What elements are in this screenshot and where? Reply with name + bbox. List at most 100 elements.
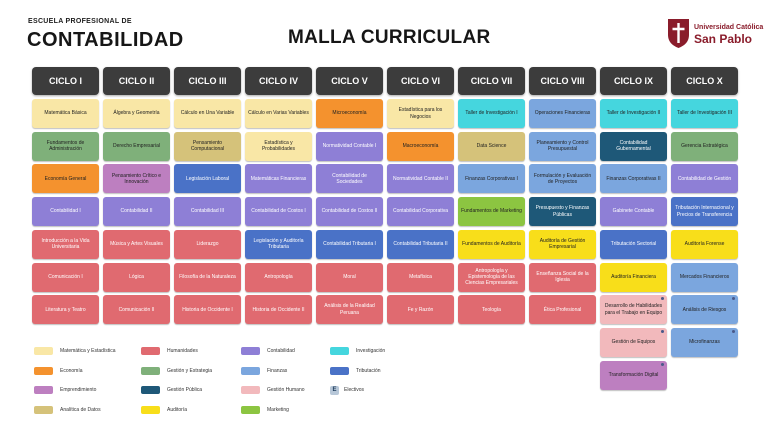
legend-swatch	[34, 347, 53, 355]
course-cell: Normatividad Contable II	[387, 164, 454, 194]
ciclo-header: CICLO I	[32, 67, 99, 95]
course-cell: Legislación Laboral	[174, 164, 241, 194]
page-title: MALLA CURRICULAR	[288, 27, 491, 48]
course-cell: Contabilidad Tributaria II	[387, 229, 454, 259]
course-cell: Auditoría de Gestión Empresarial	[529, 229, 596, 259]
legend-swatch	[330, 366, 349, 375]
course-cell: Antropología y Epistemología de las Cien…	[458, 262, 525, 292]
course-cell: Historia de Occidente I	[174, 295, 241, 325]
course-cell: Auditoría Forense	[671, 229, 738, 259]
elective-marker-icon	[661, 362, 664, 366]
course-cell: Literatura y Teatro	[32, 295, 99, 325]
course-cell: Pensamiento Crítico e Innovación	[103, 164, 170, 194]
legend-label: Gestión Humano	[267, 387, 305, 393]
course-cell: Derecho Empresarial	[103, 131, 170, 161]
course-cell: Fundamentos de Marketing	[458, 197, 525, 227]
course-cell: Enseñanza Social de la Iglesia	[529, 262, 596, 292]
course-cell: Taller de Investigación III	[671, 99, 738, 128]
course-cell: Planeamiento y Control Presupuestal	[529, 131, 596, 161]
course-cell: Contabilidad I	[32, 197, 99, 227]
legend-label: Tributación	[356, 367, 381, 374]
course-cell: Finanzas Corporativas I	[458, 164, 525, 194]
legend-swatch	[241, 386, 260, 394]
legend-item: Gestión Pública	[141, 385, 202, 395]
legend-item: Economía	[34, 366, 83, 376]
course-cell: Gabinete Contable	[600, 197, 667, 227]
course-cell: Presupuesto y Finanzas Públicas	[529, 197, 596, 227]
ciclo-header: CICLO IV	[245, 67, 312, 95]
ciclo-header: CICLO IX	[600, 67, 667, 95]
course-cell: Normatividad Contable I	[316, 131, 383, 161]
legend-label: Gestión y Estrategia	[167, 367, 213, 374]
course-cell: Comunicación II	[103, 295, 170, 325]
legend-label: Contabilidad	[267, 348, 295, 354]
legend-swatch	[141, 366, 160, 375]
course-cell: Comunicación I	[32, 262, 99, 292]
course-cell: Estadística y Probabilidades	[245, 131, 312, 161]
legend-label: Gestión Pública	[167, 387, 203, 393]
course-cell: Taller de Investigación I	[458, 99, 525, 128]
course-cell: Data Science	[458, 131, 525, 161]
elective-marker-icon	[732, 329, 735, 333]
legend-label: Emprendimiento	[60, 387, 97, 393]
legend-swatch	[34, 366, 53, 375]
logo-line-2: San Pablo	[694, 32, 753, 46]
legend-swatch	[241, 405, 260, 414]
legend-item: E Electivos	[330, 385, 364, 395]
course-cell: Contabilidad de Costos I	[245, 197, 312, 227]
legend-swatch	[141, 386, 160, 394]
legend-item: Marketing	[241, 405, 289, 415]
legend-label: Analítica de Datos	[60, 406, 101, 413]
legend-item: Contabilidad	[241, 346, 295, 356]
course-cell: Cálculo en Una Variable	[174, 99, 241, 128]
course-cell: Liderazgo	[174, 229, 241, 259]
course-cell: Fundamentos de Administración	[32, 131, 99, 161]
course-cell: Microeconomía	[316, 99, 383, 128]
course-cell: Contabilidad Corporativa	[387, 197, 454, 227]
legend-label: Electivos	[344, 387, 365, 393]
course-cell: Contabilidad de Costos II	[316, 197, 383, 227]
course-cell: Contabilidad Tributaria I	[316, 229, 383, 259]
course-cell: Finanzas Corporativas II	[600, 164, 667, 194]
legend-label: Economía	[60, 367, 83, 374]
course-cell: Contabilidad de Sociedades	[316, 164, 383, 194]
course-cell: Moral	[316, 262, 383, 292]
course-cell: Tributación Sectorial	[600, 229, 667, 259]
ciclo-header: CICLO VII	[458, 67, 525, 95]
course-cell: Matemáticas Financieras	[245, 164, 312, 194]
legend-label: Matemática y Estadística	[60, 348, 116, 354]
course-cell: Microfinanzas	[671, 327, 738, 357]
elective-marker-icon	[732, 297, 735, 301]
course-cell: Antropología	[245, 262, 312, 292]
course-cell: Mercados Financieros	[671, 262, 738, 292]
legend-label: Investigación	[356, 348, 386, 354]
course-cell: Contabilidad de Gestión	[671, 164, 738, 194]
elective-marker-icon	[661, 329, 664, 333]
course-cell: Legislación y Auditoría Tributaria	[245, 229, 312, 259]
course-cell: Macroeconomía	[387, 131, 454, 161]
legend-item: Auditoría	[141, 405, 187, 415]
course-cell: Auditoría Financiera	[600, 262, 667, 292]
school-name: CONTABILIDAD	[27, 29, 184, 51]
course-cell: Filosofía de la Naturaleza	[174, 262, 241, 292]
legend-label: Finanzas	[267, 367, 288, 374]
course-cell: Análisis de la Realidad Peruana	[316, 295, 383, 325]
course-cell: Música y Artes Visuales	[103, 229, 170, 259]
course-cell: Desarrollo de Habilidades para el Trabaj…	[600, 295, 667, 325]
legend-swatch	[241, 366, 260, 375]
ciclo-header: CICLO V	[316, 67, 383, 95]
course-cell: Introducción a la Vida Universitaria	[32, 229, 99, 259]
legend-item: Investigación	[330, 346, 385, 356]
logo-line-1: Universidad Católica	[694, 24, 764, 31]
legend-swatch	[330, 347, 349, 355]
course-cell: Contabilidad III	[174, 197, 241, 227]
course-cell: Operaciones Financieras	[529, 99, 596, 128]
legend-label: Humanidades	[167, 348, 198, 354]
course-cell: Matemática Básica	[32, 99, 99, 128]
legend-swatch	[241, 347, 260, 355]
course-cell: Economía General	[32, 164, 99, 194]
course-cell: Lógica	[103, 262, 170, 292]
course-cell: Gerencia Estratégica	[671, 131, 738, 161]
legend-swatch	[34, 386, 53, 394]
legend-item: Emprendimiento	[34, 385, 96, 395]
